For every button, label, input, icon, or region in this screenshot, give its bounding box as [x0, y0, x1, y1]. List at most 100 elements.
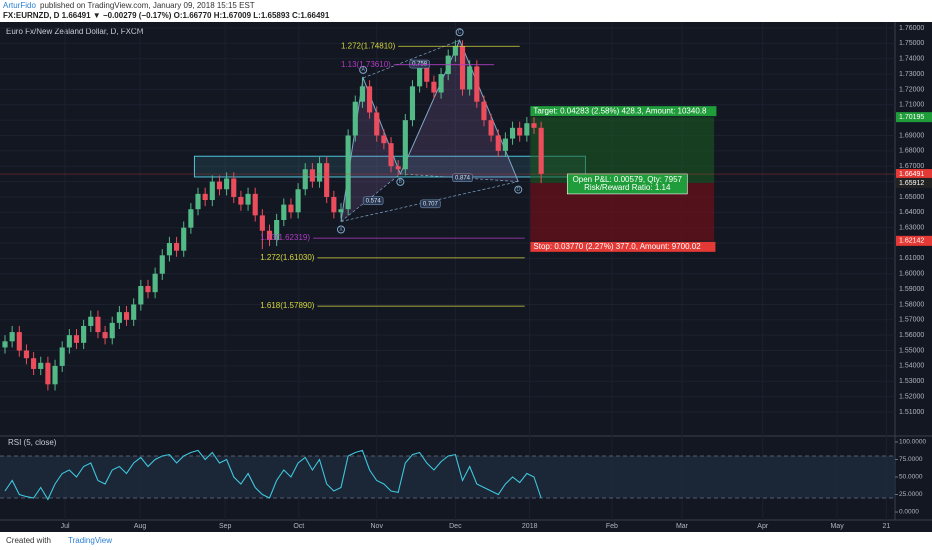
y-tick-label: 1.59000: [899, 286, 924, 293]
candle-body: [459, 46, 466, 90]
footer-created: Created with: [6, 536, 51, 545]
y-tick-label: 1.53000: [899, 378, 924, 385]
footer-brand: TradingView: [68, 536, 112, 545]
pnl-label: Open P&L: 0.00579, Qty: 7957: [573, 175, 683, 184]
candle-body: [202, 193, 208, 201]
y-tick-label: 1.61000: [899, 255, 924, 262]
candle-body: [531, 123, 537, 128]
price-marker: [896, 169, 932, 180]
candle-body: [109, 322, 115, 339]
pattern-point-label: C: [458, 30, 462, 36]
candle-body: [352, 101, 358, 136]
pattern-bcd: [400, 40, 519, 182]
candle-body: [152, 273, 158, 293]
y-tick-label: 1.65000: [899, 194, 924, 201]
author: ArturFido: [3, 1, 36, 10]
candle-body: [417, 66, 423, 87]
candle-body: [467, 66, 473, 90]
candle-body: [431, 81, 437, 93]
candle-body: [66, 335, 72, 348]
level-label: 1.618(1.57890): [260, 301, 315, 310]
candle-body: [9, 332, 15, 342]
rsi-tick-label: 0.0000: [899, 509, 919, 516]
candle-body: [316, 163, 323, 182]
x-tick-label: Oct: [293, 523, 304, 530]
candle-body: [424, 66, 430, 82]
candle-body: [195, 193, 201, 210]
x-tick-label: May: [830, 523, 844, 530]
ratio-box: [420, 199, 441, 209]
y-tick-label: 1.76000: [899, 25, 924, 32]
rsi-tick-label: 75.0000: [899, 456, 923, 463]
y-tick-label: 1.63000: [899, 224, 924, 231]
candle-body: [102, 332, 108, 339]
pattern-point: [396, 177, 405, 186]
pattern-point-label: A: [361, 67, 365, 73]
x-tick-label: 2018: [522, 523, 538, 530]
pattern-point-label: X: [339, 227, 343, 233]
candle-body: [274, 219, 280, 240]
candle-body: [266, 230, 273, 240]
x-tick-label: Aug: [134, 523, 147, 530]
price-marker: [896, 235, 932, 246]
candle-body: [138, 286, 144, 305]
target-box: [530, 106, 717, 117]
price-marker-label: 1.65912: [899, 180, 924, 187]
candle-body: [245, 193, 251, 205]
candle-body: [488, 120, 494, 136]
candle-body: [438, 74, 444, 93]
chart-title: Euro Fx/New Zealand Dollar, D, FXCM: [6, 27, 144, 36]
candle-body: [502, 138, 508, 151]
y-tick-label: 1.72000: [899, 86, 924, 93]
candle-body: [209, 181, 215, 201]
ratio-box: [409, 59, 430, 69]
candle-body: [116, 312, 122, 323]
candle-body: [345, 135, 351, 210]
candle-body: [173, 243, 180, 251]
candle-body: [331, 196, 337, 213]
candle-body: [45, 362, 51, 385]
rsi-tick-label: 50.0000: [899, 474, 923, 481]
x-tick-label: Feb: [606, 523, 618, 530]
y-tick-label: 1.74000: [899, 56, 924, 63]
y-tick-label: 1.55000: [899, 347, 924, 354]
target-label: Target: 0.04283 (2.58%) 428.3, Amount: 1…: [533, 106, 707, 115]
level-label: 1.272(1.61030): [260, 253, 315, 262]
price-marker-label: 1.70195: [899, 114, 924, 121]
price-marker: [896, 177, 932, 188]
x-tick-label: Dec: [449, 523, 462, 530]
rsi-tick-label: 100.0000: [899, 439, 926, 446]
candle-body: [31, 358, 37, 369]
candle-body: [159, 255, 165, 274]
candle-body: [474, 66, 480, 102]
stop-box: [530, 241, 716, 252]
candle-body: [16, 332, 22, 351]
rsi-band: [0, 455, 895, 499]
candle-body: [538, 127, 544, 174]
level-label: 1.272(1.74810): [341, 41, 396, 50]
pattern-point-label: D: [516, 187, 520, 193]
price-marker-label: 1.62142: [899, 238, 924, 245]
y-tick-label: 1.73000: [899, 71, 924, 78]
price-marker-label: 1.66491: [899, 171, 924, 178]
candle-body: [123, 312, 130, 320]
x-tick-label: 21: [883, 523, 891, 530]
x-tick-label: Mar: [676, 523, 689, 530]
y-tick-label: 1.58000: [899, 301, 924, 308]
candle-body: [509, 127, 516, 139]
y-tick-label: 1.52000: [899, 393, 924, 400]
candle-body: [409, 86, 416, 121]
candle-body: [395, 166, 401, 170]
candle-body: [388, 143, 394, 167]
rsi-title: RSI (5, close): [8, 438, 57, 447]
pattern-point: [455, 28, 464, 37]
y-tick-label: 1.57000: [899, 317, 924, 324]
candle-body: [252, 193, 258, 216]
candle-body: [495, 135, 501, 151]
x-tick-label: Nov: [371, 523, 384, 530]
rr-label: Risk/Reward Ratio: 1.14: [584, 183, 671, 192]
candle-body: [259, 215, 265, 231]
candle-body: [374, 112, 380, 136]
candle-body: [145, 286, 151, 293]
